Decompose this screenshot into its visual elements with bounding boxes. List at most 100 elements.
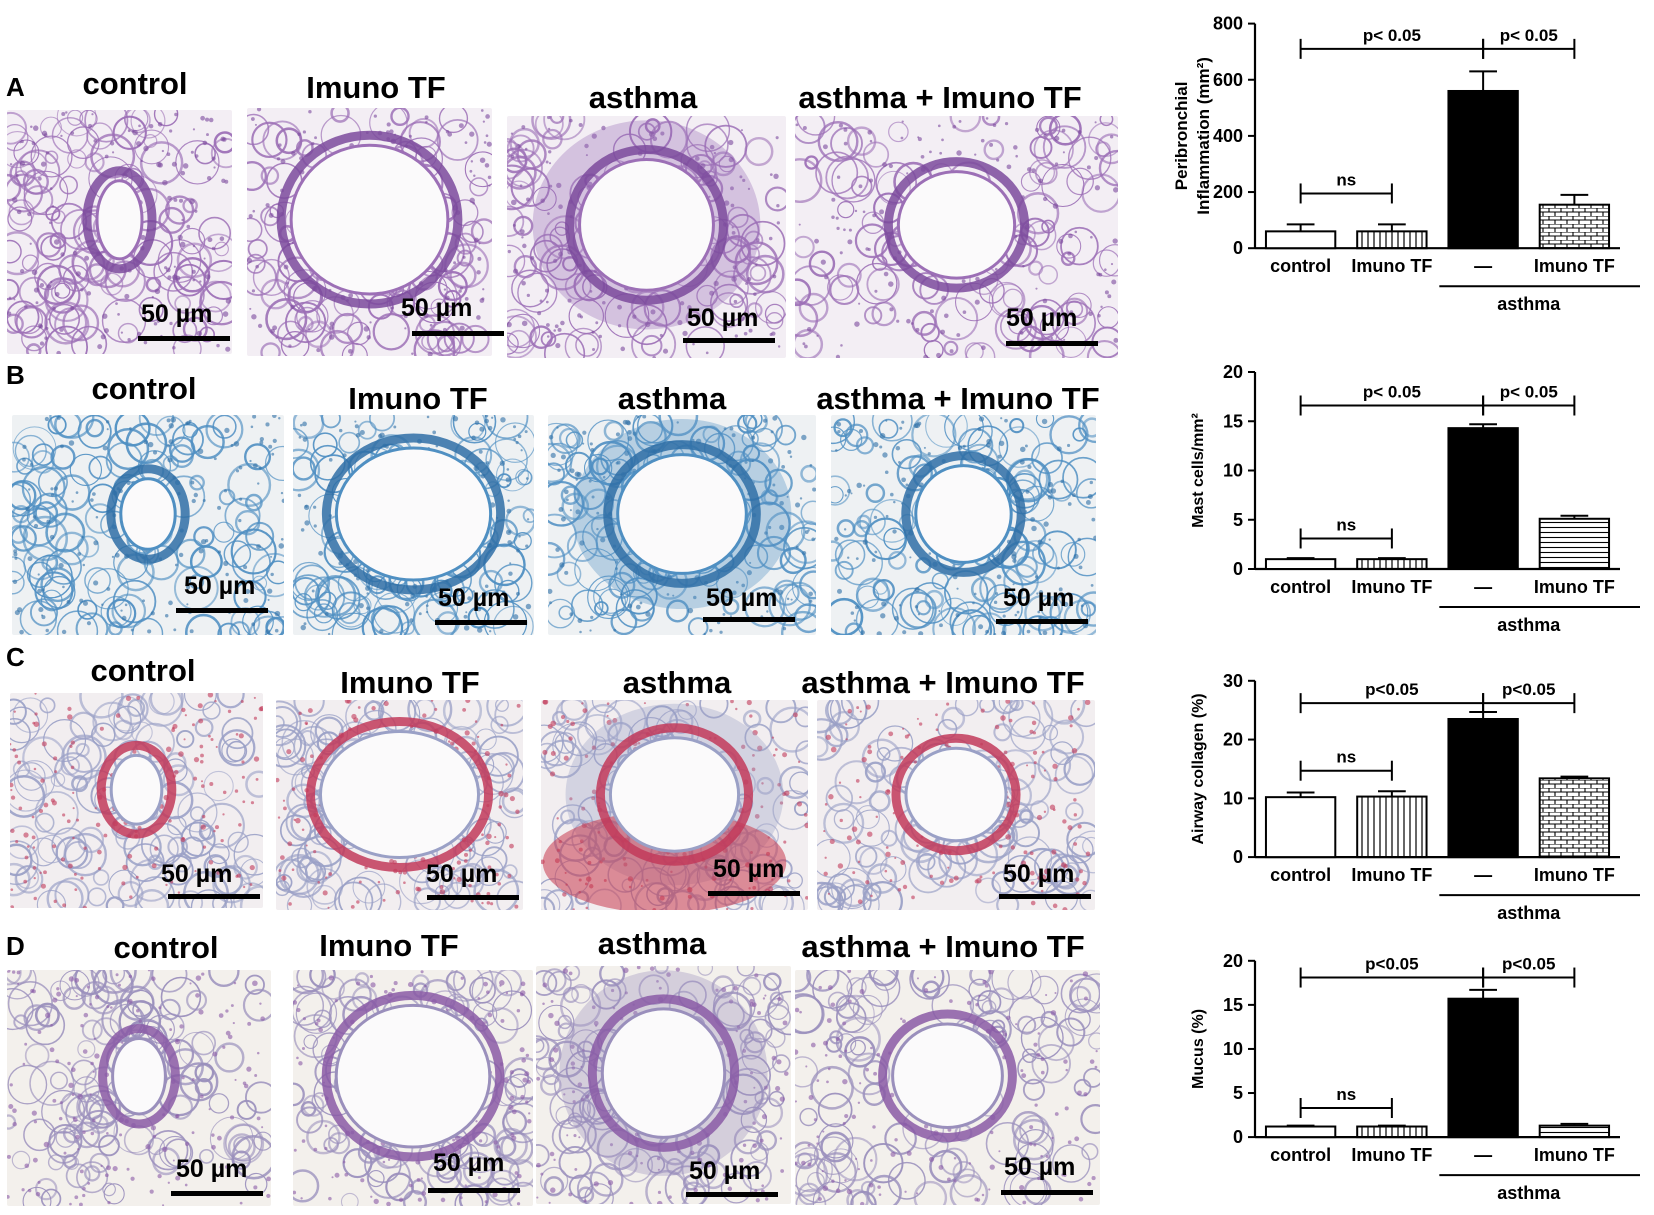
- panel-title: asthma + Imuno TF: [816, 381, 1100, 416]
- bar: [1356, 230, 1428, 250]
- scale-bar: [686, 1192, 778, 1197]
- scale-bar-label: 50 µm: [161, 860, 233, 888]
- category-label: —: [1474, 1145, 1492, 1165]
- panel-title: Imuno TF: [348, 381, 488, 416]
- group-label: asthma: [1497, 903, 1561, 923]
- bar: [1538, 203, 1611, 250]
- bar: [1538, 1124, 1611, 1139]
- panel-title: asthma: [622, 665, 732, 700]
- micrograph: [831, 415, 1096, 635]
- category-label: Imuno TF: [1534, 577, 1615, 597]
- bar: [1264, 1125, 1337, 1139]
- panel-title: control: [113, 930, 219, 965]
- category-label: Imuno TF: [1534, 1145, 1615, 1165]
- scale-bar: [171, 1191, 263, 1196]
- scale-bar-label: 50 µm: [426, 860, 498, 888]
- scale-bar-label: 50 µm: [401, 294, 473, 322]
- scale-bar: [412, 331, 504, 336]
- scale-bar-label: 50 µm: [1003, 584, 1075, 612]
- micrograph: [12, 415, 284, 635]
- y-tick-label: 20: [1223, 362, 1243, 382]
- y-axis-label: Inflammation (mm²): [1194, 57, 1213, 215]
- y-tick-label: 400: [1213, 126, 1243, 146]
- row-letter-c: C: [6, 642, 25, 672]
- category-label: control: [1270, 1145, 1331, 1165]
- comparison-label: ns: [1336, 170, 1356, 189]
- scale-bar: [1006, 341, 1098, 346]
- scale-bar: [703, 617, 795, 622]
- micrograph: [817, 700, 1095, 910]
- scale-bar: [708, 891, 800, 896]
- comparison-label: ns: [1336, 748, 1356, 767]
- y-tick-label: 0: [1233, 238, 1243, 258]
- y-tick-label: 10: [1223, 788, 1243, 808]
- comparison-label: p<0.05: [1502, 955, 1555, 974]
- y-tick-label: 0: [1233, 559, 1243, 579]
- bar-chart-inflammation: 0 200 400 600 800 Peribronchial Inflammation (…: [1150, 0, 1650, 340]
- scale-bar: [683, 338, 775, 343]
- category-label: Imuno TF: [1351, 865, 1432, 885]
- comparison-label: p<0.05: [1365, 680, 1418, 699]
- bar: [1447, 89, 1519, 250]
- scale-bar-label: 50 µm: [687, 304, 759, 332]
- panel-title: control: [90, 653, 196, 688]
- micrograph: [795, 116, 1118, 358]
- y-tick-label: 20: [1223, 951, 1243, 971]
- bar: [1356, 1125, 1428, 1139]
- y-tick-label: 600: [1213, 70, 1243, 90]
- group-label: asthma: [1497, 615, 1561, 635]
- y-tick-label: 20: [1223, 730, 1243, 750]
- bar-chart-mast-cells: 0 5 10 15 20 Mast cells/mm² control Imuno TF — Im…: [1150, 350, 1650, 650]
- scale-bar-label: 50 µm: [141, 300, 213, 328]
- comparison-label: p< 0.05: [1363, 26, 1421, 45]
- panel-title: control: [91, 371, 197, 406]
- y-tick-label: 15: [1223, 995, 1243, 1015]
- y-tick-label: 800: [1213, 14, 1243, 34]
- micrograph: [795, 970, 1100, 1205]
- micrograph: [507, 116, 786, 358]
- y-tick-label: 5: [1233, 1083, 1243, 1103]
- category-label: Imuno TF: [1351, 1145, 1432, 1165]
- bar: [1264, 230, 1337, 250]
- comparison-label: p< 0.05: [1500, 26, 1558, 45]
- panel-title: asthma: [588, 80, 698, 115]
- category-label: Imuno TF: [1351, 256, 1432, 276]
- micrograph: [7, 970, 271, 1206]
- category-label: Imuno TF: [1534, 865, 1615, 885]
- panel-title: asthma + Imuno TF: [798, 80, 1082, 115]
- scale-bar-label: 50 µm: [433, 1149, 505, 1177]
- micrograph: [293, 415, 534, 635]
- micrograph: [536, 966, 791, 1204]
- panel-title: asthma: [597, 926, 707, 961]
- scale-bar-label: 50 µm: [1003, 860, 1075, 888]
- row-letter-b: B: [6, 360, 25, 390]
- micrograph: [247, 108, 492, 356]
- scale-bar: [1001, 1190, 1093, 1195]
- bar: [1447, 717, 1519, 859]
- scale-bar-label: 50 µm: [176, 1155, 248, 1183]
- y-axis-label: Mucus (%): [1190, 1009, 1207, 1089]
- scale-bar-label: 50 µm: [184, 572, 256, 600]
- scale-bar: [176, 608, 268, 613]
- panel-title: asthma: [617, 381, 727, 416]
- scale-bar-label: 50 µm: [1006, 304, 1078, 332]
- y-axis-label: Airway collagen (%): [1190, 693, 1207, 844]
- scale-bar-label: 50 µm: [438, 584, 510, 612]
- category-label: control: [1270, 865, 1331, 885]
- bar: [1447, 997, 1519, 1139]
- panel-title: control: [82, 66, 188, 101]
- category-label: —: [1474, 865, 1492, 885]
- bar-chart-airway-collagen: 0 10 20 30 Airway collagen (%) control Imuno T…: [1150, 660, 1650, 930]
- category-label: Imuno TF: [1351, 577, 1432, 597]
- comparison-label: ns: [1336, 515, 1356, 534]
- scale-bar-label: 50 µm: [713, 855, 785, 883]
- group-label: asthma: [1497, 1183, 1561, 1203]
- micrograph: [541, 700, 808, 910]
- bar: [1356, 558, 1428, 570]
- scale-bar: [435, 620, 527, 625]
- bar-chart-mucus: 0 5 10 15 20 Mucus (%) control Imuno TF — Imuno T…: [1150, 940, 1650, 1210]
- micrograph: [293, 970, 533, 1206]
- bar: [1264, 796, 1337, 859]
- scale-bar: [428, 1188, 520, 1193]
- category-label: control: [1270, 577, 1331, 597]
